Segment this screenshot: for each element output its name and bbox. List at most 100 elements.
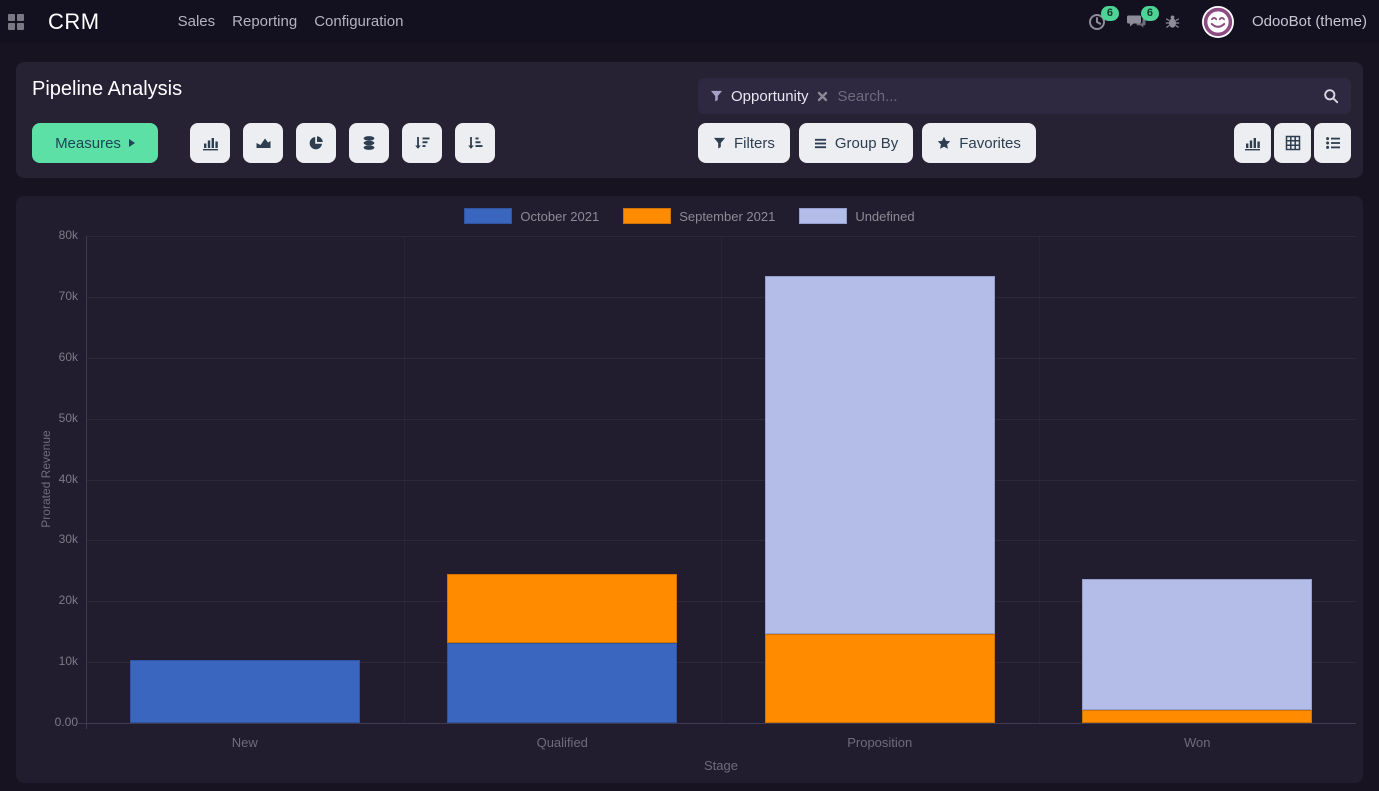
pie-chart-button[interactable] <box>296 123 336 163</box>
gridline <box>86 236 1356 237</box>
messages-button[interactable]: 6 <box>1126 6 1159 30</box>
top-navbar: CRM Sales Reporting Configuration 6 6 <box>0 0 1379 43</box>
gridline <box>86 418 1356 420</box>
chart-type-toolbar <box>190 123 495 163</box>
favorites-button[interactable]: Favorites <box>922 123 1036 163</box>
user-name[interactable]: OdooBot (theme) <box>1251 13 1367 30</box>
apps-menu-icon[interactable] <box>8 13 24 30</box>
gridline <box>86 296 1356 298</box>
chat-icon <box>1126 15 1146 28</box>
pivot-view-button[interactable] <box>1274 123 1311 163</box>
bar-qualified-october-2021[interactable] <box>447 643 678 723</box>
gridline <box>86 479 1356 481</box>
bar-chart-icon <box>202 138 218 151</box>
y-tick-label: 10k <box>58 654 78 669</box>
x-tick-label: Qualified <box>536 735 588 750</box>
legend-item-1[interactable]: October 2021 <box>464 208 599 224</box>
x-tick-label: Proposition <box>847 735 913 750</box>
main-menus: Sales Reporting Configuration <box>178 13 404 30</box>
list-view-button[interactable] <box>1314 123 1351 163</box>
area-chart-icon <box>256 138 270 148</box>
page-title: Pipeline Analysis <box>32 78 183 100</box>
search-input[interactable] <box>837 87 1323 105</box>
search-facet-opportunity[interactable]: Opportunity <box>710 88 828 105</box>
messages-badge: 6 <box>1140 6 1159 21</box>
x-axis-line <box>78 723 1356 724</box>
bar-won-undefined[interactable] <box>1082 578 1313 711</box>
legend-label: September 2021 <box>679 208 776 224</box>
sort-desc-icon <box>415 137 430 149</box>
bar-won-september-2021[interactable] <box>1082 710 1313 723</box>
search-options: Filters Group By Favorites <box>698 123 1036 163</box>
graph-view-icon <box>1245 138 1260 151</box>
app-brand[interactable]: CRM <box>48 8 100 34</box>
sort-descending-button[interactable] <box>402 123 442 163</box>
facet-remove-icon[interactable] <box>817 91 828 102</box>
bars-icon <box>814 138 826 148</box>
activities-button[interactable]: 6 <box>1088 5 1119 31</box>
bar-new-october-2021[interactable] <box>129 659 360 723</box>
navbar-right: 6 6 <box>1088 5 1367 39</box>
menu-configuration[interactable]: Configuration <box>314 13 404 30</box>
y-tick-label: 70k <box>58 288 78 303</box>
chart-legend: October 2021 September 2021 Undefined <box>16 208 1363 224</box>
bar-chart-button[interactable] <box>190 123 230 163</box>
control-panel: Pipeline Analysis Opportunity Measures <box>16 62 1363 178</box>
x-axis-title: Stage <box>704 758 738 773</box>
debug-button[interactable] <box>1165 14 1180 30</box>
menu-sales[interactable]: Sales <box>177 13 216 30</box>
y-axis-line <box>86 236 87 729</box>
filter-facet-icon <box>710 90 723 102</box>
pie-chart-icon <box>309 136 323 150</box>
caret-right-icon <box>128 139 135 147</box>
y-tick-label: 80k <box>58 228 78 242</box>
y-tick-label: 20k <box>58 593 78 608</box>
view-switcher <box>1234 123 1351 163</box>
list-view-icon <box>1325 137 1340 149</box>
y-tick-label: 30k <box>58 532 78 547</box>
bug-icon <box>1165 15 1180 28</box>
bar-qualified-september-2021[interactable] <box>447 573 678 644</box>
gridline <box>86 601 1356 603</box>
chart-panel: October 2021 September 2021 Undefined Pror… <box>16 196 1363 783</box>
x-tick-label: New <box>231 735 258 750</box>
graph-view-button[interactable] <box>1234 123 1271 163</box>
legend-swatch <box>464 208 513 224</box>
line-chart-button[interactable] <box>243 123 283 163</box>
filters-button[interactable]: Filters <box>698 123 790 163</box>
search-bar[interactable]: Opportunity <box>698 78 1351 114</box>
group-by-button[interactable]: Group By <box>798 123 914 163</box>
y-tick-label: 60k <box>58 349 78 364</box>
x-tick-label: Won <box>1184 735 1211 750</box>
stacked-toggle-button[interactable] <box>349 123 389 163</box>
filter-icon <box>713 137 726 149</box>
database-icon <box>363 136 375 150</box>
gridline <box>86 357 1356 359</box>
legend-swatch <box>799 208 848 224</box>
gridline <box>86 662 1356 664</box>
legend-swatch <box>623 208 672 224</box>
menu-reporting[interactable]: Reporting <box>232 13 298 30</box>
measures-button[interactable]: Measures <box>32 123 158 163</box>
legend-item-2[interactable]: September 2021 <box>623 208 775 224</box>
legend-item-3[interactable]: Undefined <box>799 208 915 224</box>
facet-label: Opportunity <box>731 87 809 105</box>
bar-proposition-september-2021[interactable] <box>764 634 995 723</box>
filters-label: Filters <box>734 134 775 152</box>
y-tick-label: 0.00 <box>54 715 78 729</box>
user-avatar[interactable] <box>1201 5 1235 39</box>
legend-label: Undefined <box>855 208 915 224</box>
sort-ascending-button[interactable] <box>455 123 495 163</box>
activities-badge: 6 <box>1100 5 1119 21</box>
search-icon[interactable] <box>1323 88 1339 104</box>
star-icon <box>938 136 951 149</box>
chart-plot-area <box>86 236 1356 723</box>
sort-asc-icon <box>468 137 483 149</box>
measures-label: Measures <box>55 134 121 152</box>
clock-icon <box>1088 13 1105 30</box>
bar-proposition-undefined[interactable] <box>764 275 995 635</box>
group-by-label: Group By <box>834 134 899 152</box>
y-tick-label: 50k <box>58 410 78 425</box>
pivot-view-icon <box>1285 135 1300 151</box>
